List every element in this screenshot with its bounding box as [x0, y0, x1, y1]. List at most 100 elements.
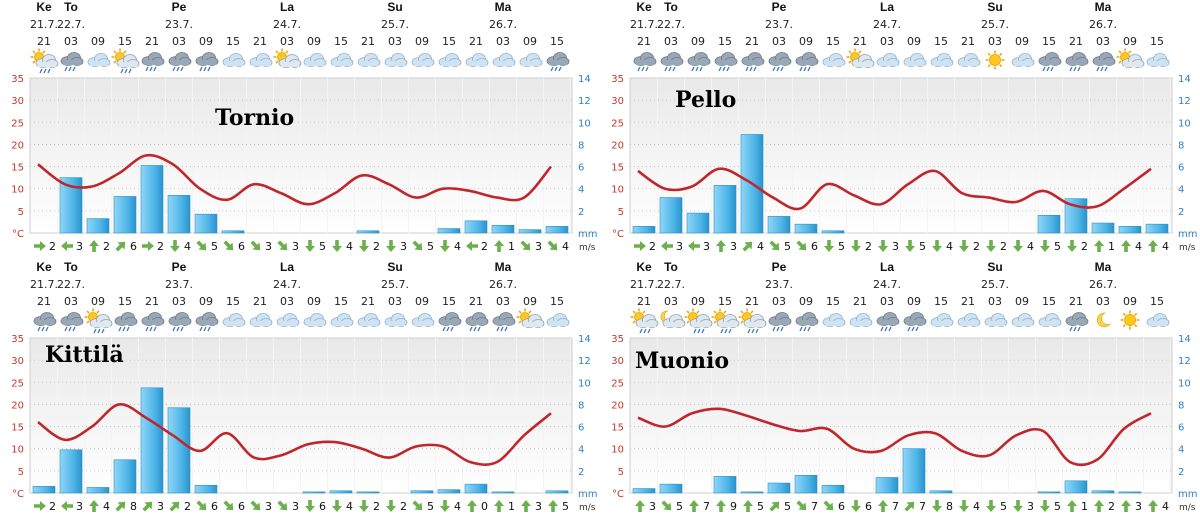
- hour-label: 15: [1042, 295, 1056, 308]
- wind-arrow-icon: [635, 500, 645, 512]
- wind-speed: 4: [346, 500, 353, 513]
- temp-tick-label: 5: [618, 467, 624, 478]
- partly-cloudy-rain-icon: [111, 48, 140, 74]
- mm-tick-label: 12: [1178, 96, 1191, 107]
- hour-label: 21: [469, 295, 483, 308]
- cloud-icon: [87, 53, 111, 67]
- mm-tick-label: 8: [578, 400, 584, 411]
- wind-speed: 4: [757, 240, 764, 253]
- wind-speed: 2: [1081, 240, 1088, 253]
- day-date: 25.7.: [981, 18, 1009, 31]
- wind-speed: 4: [946, 240, 953, 253]
- hour-label: 21: [961, 295, 975, 308]
- wind-arrow-icon: [115, 241, 126, 252]
- day-name: Su: [387, 260, 402, 274]
- mm-tick-label: 8: [1178, 400, 1184, 411]
- wind-speed: 3: [730, 240, 737, 253]
- cloud-icon: [1038, 313, 1062, 327]
- day-date: 24.7.: [273, 278, 301, 291]
- wind-unit: m/s: [1179, 243, 1196, 253]
- wind-arrow-icon: [440, 500, 450, 512]
- rain-cloud-icon: [114, 312, 138, 332]
- temp-tick-label: 35: [611, 74, 624, 85]
- wind-speed: 2: [1108, 500, 1115, 513]
- precipitation-bar: [167, 407, 191, 494]
- mm-tick-label: 6: [1178, 163, 1184, 174]
- wind-arrow-icon: [142, 501, 153, 512]
- precipitation-bar: [167, 195, 191, 234]
- wind-speed: 5: [319, 240, 326, 253]
- wind-arrow-icon: [986, 240, 996, 252]
- rain-cloud-icon: [768, 52, 792, 72]
- temp-tick-label: 25: [11, 378, 24, 389]
- day-name: To: [664, 260, 678, 274]
- hour-label: 09: [523, 295, 537, 308]
- hour-label: 15: [334, 35, 348, 48]
- precipitation-bar: [875, 477, 899, 494]
- wind-arrow-icon: [169, 501, 180, 512]
- wind-arrow-icon: [196, 500, 207, 511]
- precipitation-bar: [113, 196, 137, 234]
- hour-label: 21: [361, 295, 375, 308]
- wind-speed: 3: [265, 240, 272, 253]
- hour-label: 21: [745, 35, 759, 48]
- hour-label: 15: [226, 295, 240, 308]
- mm-tick-label: 6: [1178, 423, 1184, 434]
- wind-speed: 2: [184, 500, 191, 513]
- mm-tick-label: 4: [1178, 185, 1184, 196]
- temp-tick-label: 25: [11, 118, 24, 129]
- partly-cloudy-rain-icon: [630, 308, 659, 334]
- partly-cloudy-icon: [846, 48, 875, 68]
- wind-arrow-icon: [1013, 500, 1023, 512]
- temperature-line: [37, 153, 553, 206]
- mm-tick-label: 14: [578, 74, 591, 85]
- precipitation-bar: [1091, 222, 1115, 234]
- wind-speed: 5: [784, 240, 791, 253]
- wind-speed: 2: [157, 240, 164, 253]
- wind-arrow-icon: [277, 240, 288, 251]
- hour-label: 21: [853, 35, 867, 48]
- hour-label: 15: [934, 295, 948, 308]
- partly-cloudy-icon: [273, 48, 302, 68]
- cloud-icon: [411, 313, 435, 327]
- day-name: Pe: [772, 260, 787, 274]
- wind-arrow-icon: [689, 500, 699, 512]
- mm-tick-label: 4: [578, 445, 584, 456]
- temp-tick-label: °C: [12, 229, 24, 240]
- wind-speed: 3: [292, 240, 299, 253]
- wind-unit: m/s: [1179, 503, 1196, 513]
- precipitation-bar: [140, 165, 164, 234]
- hour-label: 15: [226, 35, 240, 48]
- wind-speed: 4: [184, 240, 191, 253]
- partly-cloudy-icon: [1116, 48, 1145, 68]
- temperature-line: [637, 167, 1152, 211]
- rain-cloud-icon: [141, 52, 165, 72]
- cloud-icon: [849, 313, 873, 327]
- day-date: 25.7.: [381, 278, 409, 291]
- hour-label: 15: [442, 295, 456, 308]
- hour-label: 03: [172, 35, 186, 48]
- wind-speed: 6: [319, 500, 326, 513]
- hour-label: 03: [1096, 35, 1110, 48]
- wind-arrow-icon: [634, 241, 646, 251]
- precipitation-bar: [113, 459, 137, 494]
- hour-label: 15: [334, 295, 348, 308]
- rain-cloud-icon: [741, 52, 765, 72]
- wind-speed: 4: [973, 500, 980, 513]
- cloud-icon: [384, 53, 408, 67]
- wind-speed: 6: [238, 240, 245, 253]
- wind-speed: 1: [1108, 240, 1115, 253]
- precipitation-bar: [659, 483, 683, 494]
- hour-label: 03: [988, 295, 1002, 308]
- hour-label: 15: [118, 35, 132, 48]
- hour-label: 21: [1069, 35, 1083, 48]
- wind-speed: 3: [535, 240, 542, 253]
- precipitation-bar: [86, 218, 110, 234]
- rain-cloud-icon: [660, 52, 684, 72]
- rain-cloud-icon: [168, 52, 192, 72]
- precipitation-bar: [140, 387, 164, 494]
- day-name: Pe: [172, 0, 187, 14]
- wind-arrow-icon: [769, 240, 780, 251]
- partly-cloudy-night-icon: [660, 310, 686, 328]
